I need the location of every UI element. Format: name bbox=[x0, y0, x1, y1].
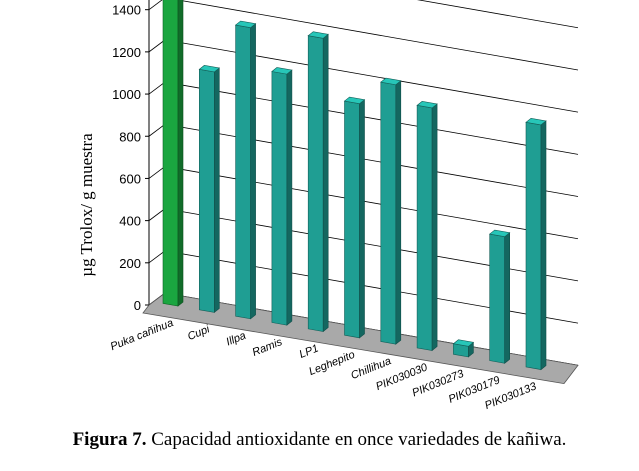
bar-side bbox=[395, 80, 402, 345]
bar-top bbox=[380, 77, 402, 86]
tick-connector bbox=[148, 0, 163, 11]
gridline bbox=[164, 166, 579, 240]
bar-side bbox=[504, 232, 511, 364]
y-tick-label: 1400 bbox=[112, 3, 141, 18]
y-tick-label: 200 bbox=[119, 256, 141, 271]
tick-connector bbox=[148, 39, 166, 53]
bars bbox=[162, 0, 547, 371]
bar-front bbox=[235, 24, 251, 320]
bar-top bbox=[198, 65, 221, 73]
bar-front bbox=[307, 35, 324, 332]
gridline bbox=[164, 123, 579, 197]
bar-side bbox=[359, 99, 365, 339]
figure-caption: Figura 7. Capacidad antioxidante en once… bbox=[0, 429, 639, 451]
tick-connector bbox=[148, 208, 166, 221]
y-tick-label: 1000 bbox=[112, 87, 141, 102]
bar-top bbox=[343, 96, 366, 105]
category-label: Illpa bbox=[225, 330, 248, 349]
bar-side bbox=[322, 33, 329, 333]
bar bbox=[488, 229, 511, 364]
category-label: Ramis bbox=[251, 336, 285, 359]
category-label: LP1 bbox=[298, 342, 321, 360]
bar bbox=[452, 339, 475, 358]
gridline bbox=[175, 0, 579, 71]
y-tick-label: 600 bbox=[119, 171, 141, 186]
y-tick-label: 400 bbox=[119, 214, 141, 229]
caption-label: Figura 7. bbox=[72, 429, 147, 450]
gridline bbox=[416, 0, 579, 29]
gridline bbox=[164, 39, 579, 113]
bar bbox=[343, 96, 366, 339]
bar-top bbox=[416, 101, 438, 109]
bar-front bbox=[344, 100, 360, 339]
bar-side bbox=[250, 23, 256, 320]
bar-side bbox=[286, 69, 293, 326]
bar-top bbox=[307, 31, 329, 39]
y-tick-label: 0 bbox=[134, 298, 141, 313]
y-tick-label: 800 bbox=[119, 129, 141, 144]
bar-front bbox=[416, 104, 433, 351]
bar bbox=[162, 0, 184, 307]
bar-top bbox=[488, 229, 511, 238]
y-tick-label: 1200 bbox=[112, 45, 141, 60]
bar bbox=[307, 31, 329, 333]
caption-text: Capacidad antioxidante en once variedade… bbox=[146, 429, 567, 450]
bar-front bbox=[199, 68, 215, 313]
bar-side bbox=[540, 120, 547, 371]
y-axis-title: µg Trolox/ g muestra bbox=[77, 133, 96, 277]
tick-connector bbox=[148, 250, 166, 264]
bar-side bbox=[214, 67, 220, 314]
bar bbox=[525, 117, 547, 371]
gridline bbox=[164, 208, 579, 282]
tick-connector bbox=[148, 123, 166, 137]
bar-front bbox=[162, 0, 179, 307]
bar-top bbox=[271, 67, 293, 75]
gridline bbox=[164, 81, 579, 155]
bar bbox=[198, 65, 221, 314]
tick-connector bbox=[148, 81, 166, 95]
bar bbox=[416, 101, 438, 352]
bar bbox=[380, 77, 402, 345]
bar bbox=[234, 20, 257, 320]
y-tick-labels: 02004006008001000120014001600 bbox=[112, 3, 141, 313]
bar-top bbox=[525, 117, 547, 126]
bar-front bbox=[380, 81, 397, 345]
bar-top bbox=[234, 20, 257, 29]
bar bbox=[271, 67, 293, 326]
category-label: Cupi bbox=[186, 323, 212, 343]
bar-top bbox=[452, 339, 475, 347]
category-label: Puka cañihua bbox=[109, 317, 175, 353]
bar-side bbox=[177, 0, 184, 307]
bar-front bbox=[271, 71, 288, 326]
tick-connector bbox=[148, 166, 166, 179]
bar-front bbox=[525, 121, 542, 370]
bar-front bbox=[489, 233, 506, 364]
bar-side bbox=[431, 103, 438, 352]
